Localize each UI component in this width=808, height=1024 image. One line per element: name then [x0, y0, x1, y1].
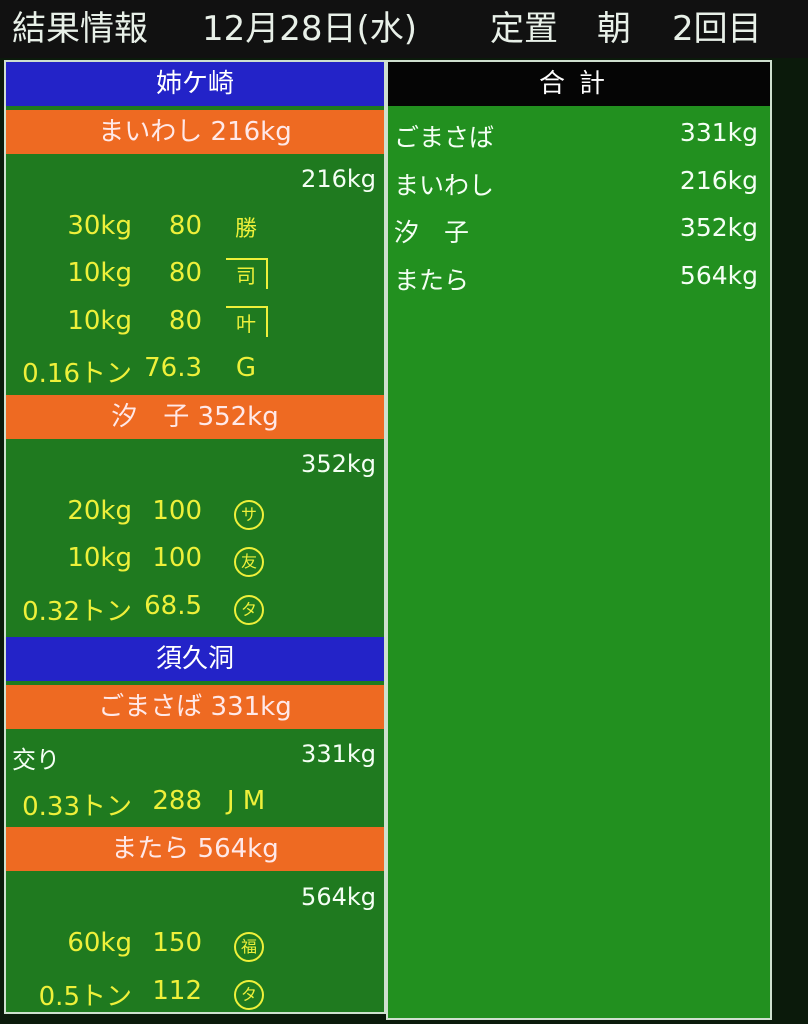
lot-price: 100: [152, 495, 202, 526]
summary-fish-name: ごまさば: [394, 123, 495, 152]
title: 結果情報: [12, 9, 148, 49]
lot-price: 80: [168, 305, 202, 336]
buyer-mark-icon: J M: [226, 785, 266, 816]
lot-weight: 60kg: [67, 928, 132, 958]
round: 2回目: [672, 9, 762, 49]
summary-fish-total: 352kg: [679, 213, 758, 242]
lot-weight: 10kg: [67, 258, 132, 288]
lot-row: 0.33トン 288 J M: [6, 780, 386, 826]
buyer-mark-icon: タ: [234, 594, 264, 625]
buyer-mark-icon: 勝: [234, 216, 257, 242]
lot-price: 150: [152, 928, 202, 958]
auction-type: 定置: [490, 9, 558, 49]
buyer-mark-icon: 友: [234, 547, 264, 577]
buyer-mark-icon: 司: [226, 258, 268, 289]
lot-row: 0.16トン 76.3 G: [6, 347, 386, 393]
lot-weight: 0.33トン: [22, 791, 132, 822]
lot-price: 76.3: [144, 353, 202, 383]
lot-row: 30kg 80 勝: [6, 205, 386, 251]
lot-weight: 0.16トン: [22, 359, 132, 389]
lot-price: 80: [168, 258, 202, 288]
session: 朝: [597, 9, 631, 49]
lot-weight: 0.32トン: [22, 596, 132, 627]
lot-price: 68.5: [144, 590, 202, 621]
lot-price: 288: [152, 785, 202, 816]
buyer-mark-icon: サ: [234, 499, 264, 530]
lot-row: 60kg 150 福: [6, 922, 386, 968]
fish-header: ごまさば 331kg: [6, 684, 384, 729]
lot-weight: 10kg: [67, 543, 132, 573]
buyer-mark-icon: G: [235, 353, 257, 383]
summary-header: 合計: [388, 62, 770, 106]
fish-header: まいわし 216kg: [6, 109, 384, 154]
lot-weight: 20kg: [67, 495, 132, 526]
lot-price: 100: [152, 543, 202, 573]
lot-row: 0.32トン 68.5 タ: [6, 585, 386, 631]
summary-fish-name: まいわし: [394, 170, 495, 200]
lot-row: 0.5トン 112 タ: [6, 970, 386, 1016]
lot-price: 80: [168, 210, 202, 241]
fish-total: 564kg: [301, 882, 376, 911]
lot-price: 112: [152, 975, 202, 1006]
summary-fish-total: 564kg: [679, 260, 758, 290]
port-header: 須久洞: [6, 637, 384, 681]
summary-item: 汐 子 352kg: [394, 213, 758, 259]
results-panel: 姉ケ崎 まいわし 216kg 216kg 30kg 80 勝 10kg 80 司 10kg 80 叶 0…: [4, 60, 386, 1014]
summary-fish-name: 汐 子: [394, 218, 470, 247]
buyer-mark-icon: 叶: [226, 305, 268, 337]
summary-fish-name: またら: [394, 265, 470, 295]
buyer-mark-icon: タ: [234, 979, 264, 1010]
grade-label: 交り: [12, 746, 60, 774]
fish-total: 216kg: [301, 165, 376, 193]
fish-total: 331kg: [301, 740, 376, 768]
summary-fish-total: 216kg: [679, 165, 758, 195]
summary-panel: 合計 ごまさば 331kg まいわし 216kg 汐 子 352kg またら 564kg: [386, 60, 772, 1020]
summary-item: またら 564kg: [394, 261, 758, 307]
lot-weight: 30kg: [67, 210, 132, 241]
lot-weight: 10kg: [67, 305, 132, 336]
fish-header: またら 564kg: [6, 827, 384, 871]
lot-row: 10kg 80 叶: [6, 300, 386, 346]
lot-weight: 0.5トン: [38, 981, 132, 1012]
fish-header: 汐 子 352kg: [6, 394, 384, 439]
lot-row: 10kg 80 司: [6, 252, 386, 298]
port-header: 姉ケ崎: [6, 62, 384, 106]
summary-fish-total: 331kg: [679, 118, 758, 147]
fish-total: 352kg: [301, 450, 376, 478]
buyer-mark-icon: 福: [234, 932, 264, 962]
summary-item: まいわし 216kg: [394, 166, 758, 212]
summary-item: ごまさば 331kg: [394, 118, 758, 164]
date: 12月28日(水): [202, 9, 418, 49]
title-bar: 結果情報 12月28日(水) 定置 朝 2回目: [0, 0, 808, 58]
lot-row: 20kg 100 サ: [6, 490, 386, 536]
lot-row: 10kg 100 友: [6, 537, 386, 583]
